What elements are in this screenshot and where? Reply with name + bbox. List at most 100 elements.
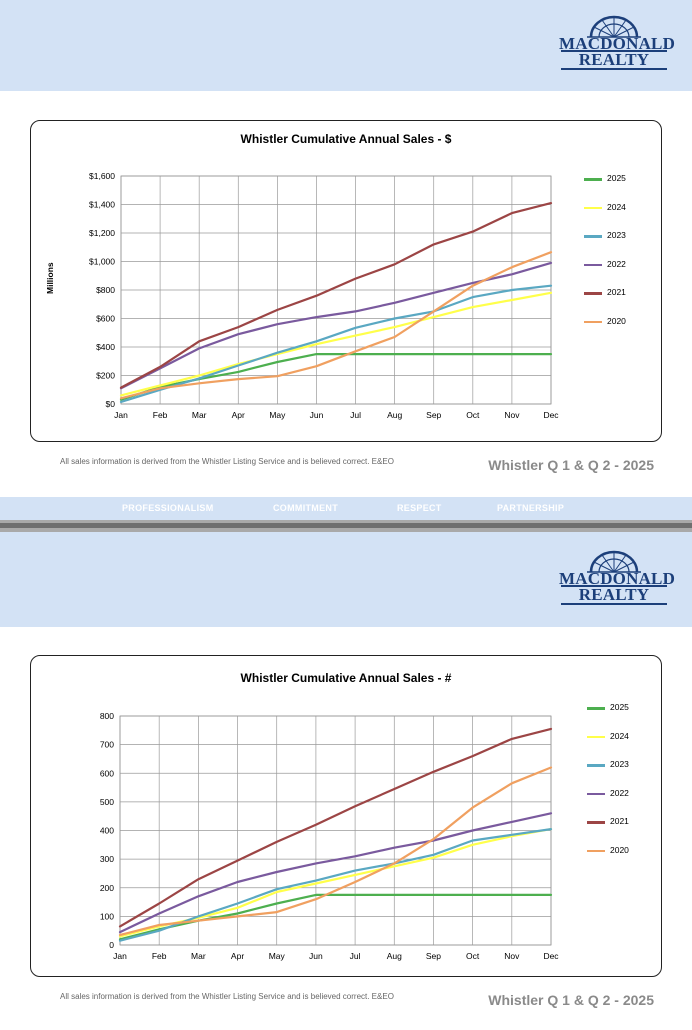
x-tick-label: Apr: [231, 951, 244, 961]
footnote: All sales information is derived from th…: [60, 992, 394, 1001]
x-tick-label: Nov: [504, 410, 520, 420]
legend-swatch: [584, 206, 602, 209]
legend-swatch: [584, 235, 602, 238]
x-tick-label: Oct: [466, 951, 480, 961]
legend-swatch: [584, 320, 602, 323]
legend-label: 2024: [607, 201, 626, 212]
x-tick-label: Oct: [466, 410, 480, 420]
page-label: Whistler Q 1 & Q 2 - 2025: [488, 457, 654, 473]
legend-item-2023: 2023: [587, 759, 647, 771]
brand-rule: [561, 50, 667, 52]
legend-swatch: [584, 178, 602, 181]
chart-card-count: Whistler Cumulative Annual Sales - # 0 10…: [30, 655, 662, 977]
legend-swatch: [587, 849, 605, 852]
legend-item-2020: 2020: [584, 316, 644, 328]
x-tick-label: Apr: [232, 410, 245, 420]
x-tick-label: Jan: [113, 951, 127, 961]
legend-item-2020: 2020: [587, 845, 647, 857]
legend-item-2022: 2022: [587, 788, 647, 800]
y-tick-label: 700: [100, 740, 114, 750]
legend-item-2024: 2024: [584, 202, 644, 214]
y-tick-label: 300: [100, 854, 114, 864]
legend-item-2024: 2024: [587, 731, 647, 743]
legend-item-2025: 2025: [587, 702, 647, 714]
chart-dollars: $0 $200 $400 $600 $800 $1,000 $1,200 $1,400 $1,6…: [89, 171, 559, 420]
brand-line-2: REALTY: [578, 585, 650, 604]
legend-item-2023: 2023: [584, 230, 644, 242]
y-tick-label: $1,400: [89, 200, 115, 210]
x-tick-label: Jun: [310, 410, 324, 420]
x-tick-label: May: [269, 951, 286, 961]
y-tick-label: $1,200: [89, 228, 115, 238]
legend-label: 2020: [610, 844, 629, 855]
legend-item-2025: 2025: [584, 173, 644, 185]
x-tick-label: Sep: [426, 951, 441, 961]
x-tick-label: Feb: [152, 951, 167, 961]
legend-label: 2021: [607, 287, 626, 297]
chart-count: 0 100 200 300 400 500 600 700 800 Jan Feb Mar Apr May…: [100, 711, 559, 961]
chart-title: Whistler Cumulative Annual Sales - #: [240, 671, 452, 685]
y-tick-label: 200: [100, 883, 114, 893]
chart-title: Whistler Cumulative Annual Sales - $: [240, 132, 452, 146]
legend-label: 2025: [607, 173, 626, 183]
y-tick-label: $600: [96, 314, 115, 324]
brand-line-1: MACDONALD: [559, 569, 676, 588]
brand-rule: [561, 68, 667, 70]
brand-rule: [561, 585, 667, 587]
x-tick-label: Sep: [426, 410, 441, 420]
y-tick-label: 0: [109, 940, 114, 950]
y-tick-label: 500: [100, 797, 114, 807]
y-tick-label: $0: [106, 399, 116, 409]
x-tick-label: Dec: [543, 410, 559, 420]
value-partnership: PARTNERSHIP: [497, 503, 565, 513]
legend-item-2021: 2021: [587, 816, 647, 828]
value-professionalism: PROFESSIONALISM: [122, 503, 214, 513]
series-line-2020: [119, 251, 553, 400]
x-tick-label: Jul: [350, 951, 361, 961]
x-tick-label: Nov: [504, 951, 520, 961]
x-tick-label: Jul: [350, 410, 361, 420]
x-tick-label: Jun: [309, 951, 323, 961]
legend-label: 2024: [610, 730, 629, 741]
legend-label: 2020: [607, 315, 626, 326]
y-tick-label: $1,600: [89, 171, 115, 181]
y-tick-label: $400: [96, 342, 115, 352]
legend-swatch: [587, 821, 605, 824]
value-commitment: COMMITMENT: [273, 503, 338, 513]
legend-swatch: [587, 764, 605, 767]
x-tick-label: May: [269, 410, 286, 420]
page-label: Whistler Q 1 & Q 2 - 2025: [488, 992, 654, 1008]
ship-wheel-icon: [587, 550, 641, 573]
legend-item-2021: 2021: [584, 287, 644, 299]
legend-swatch: [584, 263, 602, 266]
series-line-2021: [118, 727, 553, 928]
values-bar: PROFESSIONALISM COMMITMENT RESPECT PARTN…: [0, 497, 692, 520]
legend-swatch: [584, 292, 602, 295]
legend-label: 2022: [610, 787, 629, 798]
series-line-2022: [118, 812, 553, 934]
y-tick-label: 100: [100, 911, 114, 921]
value-respect: RESPECT: [397, 503, 442, 513]
legend-swatch: [587, 792, 605, 795]
page-divider: [0, 520, 692, 532]
x-tick-label: Aug: [387, 951, 402, 961]
x-tick-label: Mar: [191, 951, 206, 961]
x-tick-label: Mar: [192, 410, 207, 420]
y-tick-label: $200: [96, 371, 115, 381]
y-tick-label: $800: [96, 285, 115, 295]
series-line-2021: [119, 201, 553, 389]
macdonald-realty-logo: MACDONALD REALTY: [559, 13, 675, 73]
series-line-2023: [119, 284, 553, 403]
footnote: All sales information is derived from th…: [60, 457, 394, 466]
x-tick-label: Dec: [543, 951, 559, 961]
brand-rule: [561, 603, 667, 605]
chart-card-dollars: Whistler Cumulative Annual Sales - $ Mil…: [30, 120, 662, 442]
macdonald-realty-logo: MACDONALD REALTY: [559, 548, 676, 608]
legend-label: 2023: [610, 759, 629, 769]
series-line-2024: [119, 291, 553, 397]
x-tick-label: Jan: [114, 410, 128, 420]
series-line-2020: [118, 766, 553, 937]
legend-label: 2023: [607, 230, 626, 240]
legend-label: 2025: [610, 702, 629, 712]
legend-item-2022: 2022: [584, 259, 644, 271]
